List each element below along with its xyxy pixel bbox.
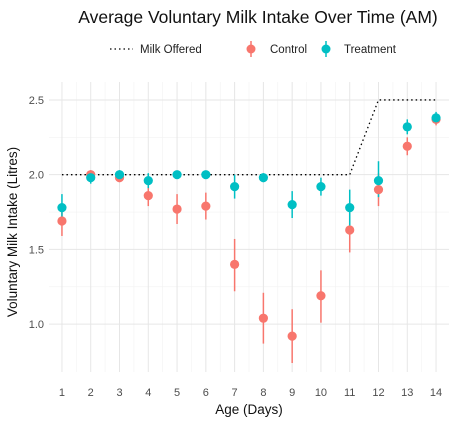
point-control-day-9: [287, 331, 297, 341]
y-tick-label: 2.5: [29, 95, 44, 107]
x-tick-label: 14: [430, 387, 442, 399]
legend-label-control: Control: [270, 44, 307, 56]
point-treatment-day-4: [143, 176, 153, 186]
point-control-day-13: [402, 141, 412, 151]
x-tick-label: 3: [116, 387, 122, 399]
x-tick-label: 13: [401, 387, 413, 399]
legend-key-control-point: [246, 44, 256, 54]
point-control-day-7: [230, 259, 240, 269]
y-tick-labels: 1.0 1.5 2.0 2.5: [29, 95, 44, 331]
point-treatment-day-3: [114, 170, 125, 180]
point-control-day-8: [258, 313, 268, 323]
point-treatment-day-9: [287, 199, 297, 210]
point-control-day-4: [143, 191, 153, 201]
gridlines: [49, 82, 449, 372]
legend-key-treatment-point: [321, 44, 331, 54]
legend-item-control: Control: [246, 41, 307, 57]
point-treatment-day-6: [201, 170, 211, 180]
point-treatment-day-14: [431, 113, 441, 123]
x-tick-label: 11: [344, 387, 355, 399]
x-axis-title: Age (Days): [215, 402, 283, 417]
x-tick-label: 6: [203, 387, 209, 399]
x-tick-label: 10: [315, 387, 327, 399]
point-control-day-11: [345, 225, 355, 235]
y-axis-title: Voluntary Milk Intake (Litres): [5, 147, 20, 317]
point-treatment-day-12: [373, 176, 384, 186]
x-tick-label: 2: [88, 387, 94, 399]
point-control-day-10: [316, 291, 326, 301]
x-tick-label: 8: [260, 387, 266, 399]
point-treatment-day-7: [230, 182, 240, 192]
chart-title: Average Voluntary Milk Intake Over Time …: [78, 7, 438, 27]
legend-label-treatment: Treatment: [344, 44, 397, 56]
point-control-day-1: [57, 216, 67, 226]
point-treatment-day-10: [316, 182, 326, 192]
x-tick-label: 5: [174, 387, 180, 399]
y-tick-label: 2.0: [29, 170, 44, 182]
point-treatment-day-13: [402, 122, 412, 132]
x-tick-labels: 1 2 3 4 5 6 7 8 9 10 11 12 13 14: [59, 387, 442, 399]
y-tick-label: 1.0: [29, 319, 44, 331]
x-tick-label: 1: [59, 387, 65, 399]
point-treatment-day-11: [345, 202, 355, 213]
point-treatment-day-5: [172, 170, 182, 180]
point-treatment-day-8: [258, 173, 268, 183]
legend-label-milk-offered: Milk Offered: [140, 44, 202, 56]
legend-item-treatment: Treatment: [321, 41, 397, 57]
legend-item-milk-offered: Milk Offered: [110, 44, 202, 56]
point-control-day-12: [373, 185, 384, 195]
point-control-day-6: [201, 201, 211, 211]
data-marks: [57, 99, 441, 364]
x-tick-label: 9: [289, 387, 295, 399]
x-tick-label: 12: [372, 387, 384, 399]
x-tick-label: 4: [145, 387, 151, 399]
legend: Milk Offered Control Treatment: [110, 41, 397, 57]
point-treatment-day-1: [57, 202, 67, 213]
y-tick-label: 1.5: [29, 244, 44, 256]
point-control-day-5: [172, 204, 182, 214]
point-treatment-day-2: [86, 173, 96, 183]
x-tick-label: 7: [232, 387, 238, 399]
